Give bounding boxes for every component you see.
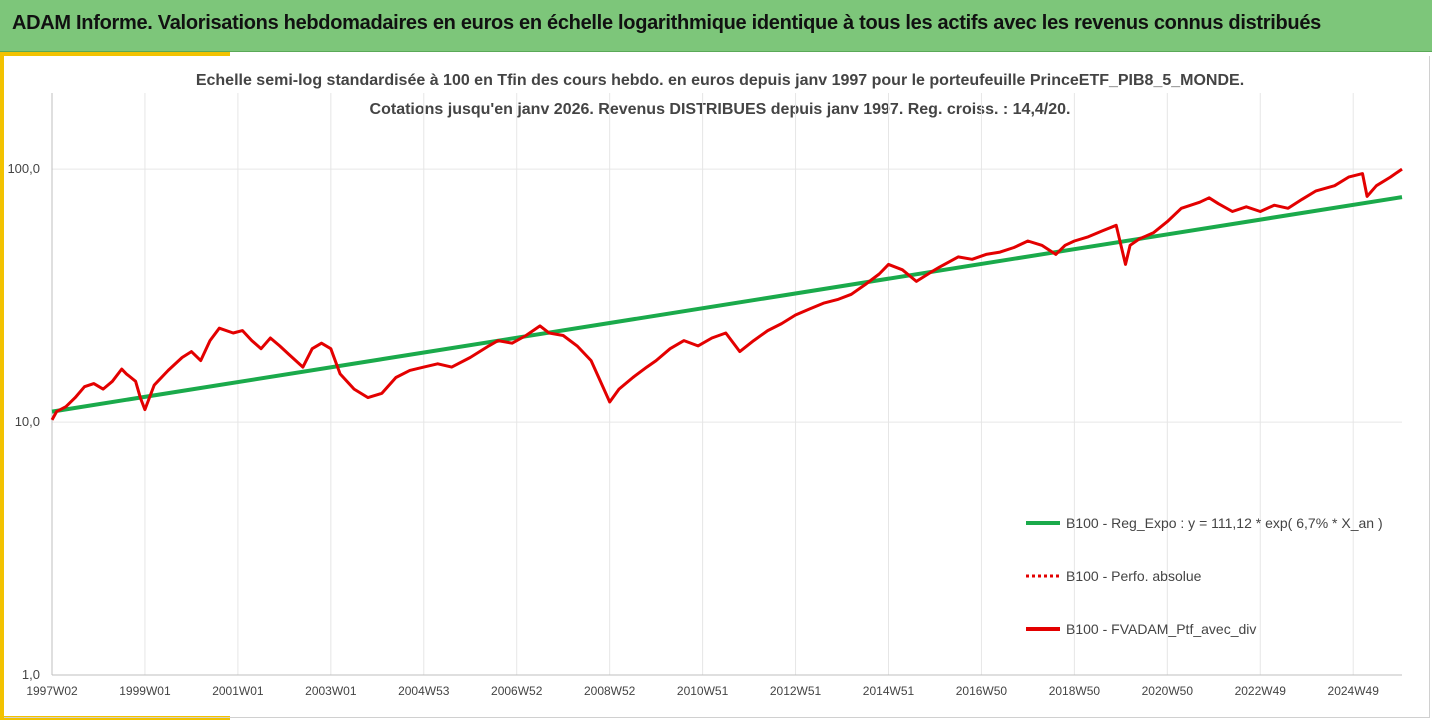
legend-label: B100 - Reg_Expo : y = 111,12 * exp( 6,7%… — [1066, 515, 1383, 531]
y-tick-label: 1,0 — [22, 667, 40, 682]
axis-layer: 1997W02 1999W01 2001W01 2003W01 2004W53 2006W… — [7, 93, 1402, 698]
x-tick-label: 2010W51 — [677, 684, 729, 698]
x-tick-label: 2008W52 — [584, 684, 636, 698]
regression-line — [51, 195, 1403, 414]
performance-line — [50, 167, 1403, 421]
y-tick-label: 10,0 — [15, 414, 40, 429]
x-tick-label: 2024W49 — [1328, 684, 1380, 698]
x-tick-label: 1999W01 — [119, 684, 171, 698]
accent-bar-bottom — [0, 716, 230, 720]
legend-label: B100 - Perfo. absolue — [1066, 568, 1202, 584]
x-tick-label: 2020W50 — [1142, 684, 1194, 698]
x-tick-label: 2006W52 — [491, 684, 543, 698]
x-tick-label: 2003W01 — [305, 684, 357, 698]
x-tick-label: 2022W49 — [1235, 684, 1287, 698]
chart-frame — [4, 56, 1430, 718]
chart-subtitle: Cotations jusqu'en janv 2026. Revenus DI… — [369, 101, 1071, 118]
legend-label: B100 - FVADAM_Ptf_avec_div — [1066, 621, 1256, 637]
x-tick-label: 2001W01 — [212, 684, 264, 698]
legend: B100 - Reg_Expo : y = 111,12 * exp( 6,7%… — [1026, 515, 1383, 637]
x-tick-label: 2004W53 — [398, 684, 450, 698]
x-tick-label: 1997W02 — [26, 684, 78, 698]
y-tick-label: 100,0 — [7, 161, 40, 176]
chart-title: Echelle semi-log standardisée à 100 en T… — [195, 72, 1245, 89]
report-header: ADAM Informe. Valorisations hebdomadaire… — [0, 0, 1432, 52]
grid-layer — [51, 93, 1402, 676]
series-layer — [50, 167, 1403, 421]
x-tick-label: 2012W51 — [770, 684, 822, 698]
accent-bar-top — [0, 52, 230, 56]
accent-bar-left — [0, 52, 4, 720]
x-tick-label: 2018W50 — [1049, 684, 1101, 698]
x-tick-label: 2016W50 — [956, 684, 1008, 698]
x-tick-label: 2014W51 — [863, 684, 915, 698]
report-title: ADAM Informe. Valorisations hebdomadaire… — [12, 12, 1321, 34]
